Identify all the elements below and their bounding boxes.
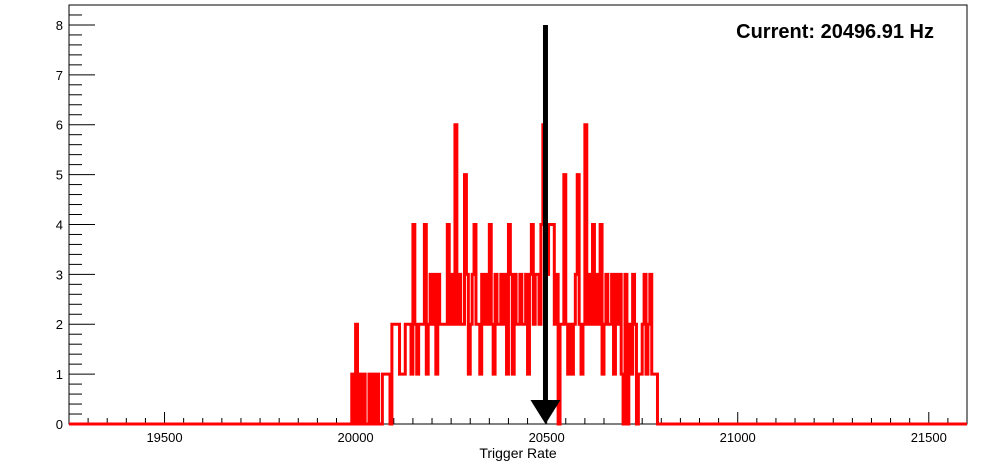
x-axis-title: Trigger Rate — [479, 445, 557, 461]
histogram-series-line — [69, 123, 967, 426]
y-tick-label: 0 — [56, 417, 63, 432]
y-tick-label: 1 — [56, 367, 63, 382]
y-tick-label: 4 — [56, 217, 63, 232]
x-tick-label: 20000 — [338, 430, 374, 445]
x-axis-ticks — [87, 412, 968, 424]
y-axis-tick-labels: 0 1 2 3 4 5 6 7 8 — [56, 18, 63, 432]
x-tick-label: 21000 — [720, 430, 756, 445]
y-tick-label: 7 — [56, 68, 63, 83]
current-rate-arrow — [530, 24, 561, 424]
y-tick-label: 5 — [56, 168, 63, 183]
x-tick-label: 20500 — [529, 430, 565, 445]
x-tick-label: 21500 — [911, 430, 947, 445]
y-axis-ticks — [69, 4, 95, 425]
plot-frame — [68, 4, 968, 425]
arrow-head — [530, 400, 561, 424]
x-tick-label: 19500 — [146, 430, 182, 445]
y-tick-label: 2 — [56, 317, 63, 332]
x-axis-tick-labels: 19500 20000 20500 21000 21500 — [146, 430, 946, 445]
y-tick-label: 8 — [56, 18, 63, 33]
y-tick-label: 3 — [56, 267, 63, 282]
current-rate-annotation: Current: 20496.91 Hz — [736, 21, 934, 43]
y-tick-label: 6 — [56, 118, 63, 133]
